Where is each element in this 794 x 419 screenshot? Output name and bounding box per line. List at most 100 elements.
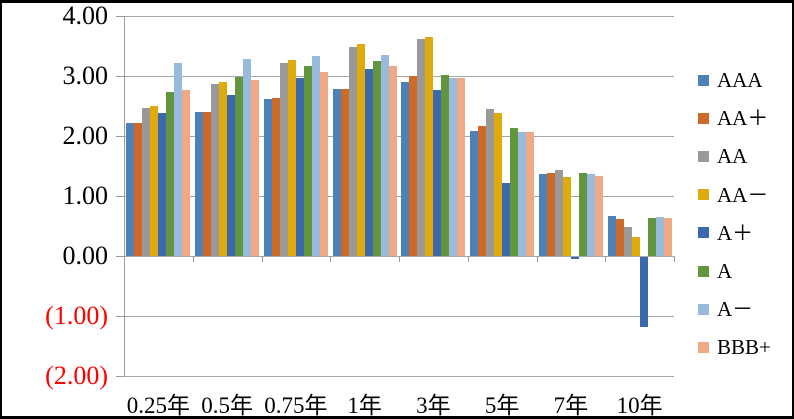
x-axis-category-label: 1年 <box>347 393 382 418</box>
bar <box>380 55 389 256</box>
bar <box>142 107 151 256</box>
legend-swatch <box>698 150 709 162</box>
gridline <box>121 76 674 77</box>
x-axis-category-label: 0.25年 <box>126 393 190 418</box>
bar <box>425 37 434 256</box>
legend-swatch <box>698 189 709 201</box>
bar <box>639 257 648 327</box>
bar <box>174 63 183 256</box>
bar <box>607 215 616 256</box>
legend: AAA AA＋ AA AA－ A＋ A A－ BBB+ <box>698 61 771 367</box>
legend-item: BBB+ <box>698 328 771 366</box>
bar <box>441 75 450 256</box>
x-axis-category-label: 7年 <box>553 393 589 418</box>
y-axis-tick <box>116 76 124 77</box>
bar <box>502 183 511 256</box>
legend-item: A－ <box>698 290 771 328</box>
bar <box>433 90 442 256</box>
y-axis-tick-label: (2.00) <box>45 361 108 390</box>
legend-label: AA－ <box>717 182 769 207</box>
x-axis-tick <box>124 256 125 262</box>
y-axis-tick <box>116 316 124 317</box>
x-axis-tick <box>261 256 263 262</box>
bar <box>554 169 563 256</box>
bar <box>243 59 252 256</box>
bar <box>182 90 191 256</box>
bar <box>417 39 426 256</box>
bar <box>578 172 587 256</box>
x-axis-category-label: 3年 <box>416 393 451 418</box>
bar <box>518 131 527 256</box>
x-axis-category-label: 10年 <box>616 393 663 418</box>
bar <box>586 174 595 256</box>
bar <box>287 59 296 256</box>
legend-label: A <box>717 259 733 284</box>
x-axis-tick <box>605 256 607 262</box>
bar <box>126 123 135 256</box>
y-axis-tick <box>116 16 124 17</box>
bar <box>271 97 280 256</box>
legend-item: A <box>698 252 771 290</box>
x-axis-tick <box>192 256 194 262</box>
legend-label: BBB+ <box>717 335 771 360</box>
legend-swatch <box>698 303 709 315</box>
legend-swatch <box>698 341 709 353</box>
bar <box>647 218 656 256</box>
y-axis-tick <box>116 136 124 137</box>
bar <box>319 71 328 256</box>
bar <box>134 123 143 256</box>
gridline <box>121 256 674 257</box>
bar <box>470 131 479 256</box>
x-axis-tick <box>467 256 469 262</box>
bar <box>251 80 260 256</box>
gridline <box>121 376 674 377</box>
bar <box>401 82 410 256</box>
y-axis-tick <box>116 376 124 377</box>
legend-swatch <box>698 227 709 239</box>
bar <box>655 217 664 256</box>
legend-label: AAA <box>717 68 763 93</box>
y-axis-tick-label: 2.00 <box>62 121 109 150</box>
y-axis-line <box>124 16 125 376</box>
legend-item: AAA <box>698 61 771 99</box>
bar <box>332 89 341 256</box>
bar <box>158 112 167 256</box>
bar <box>340 88 349 256</box>
bar <box>623 227 632 256</box>
bar <box>663 217 672 256</box>
bar <box>546 172 555 256</box>
bar <box>449 78 458 256</box>
legend-label: A＋ <box>717 220 754 245</box>
bar <box>526 131 535 256</box>
gridline <box>121 196 674 197</box>
bar <box>478 126 487 256</box>
legend-label: AA <box>717 144 748 169</box>
bar <box>457 77 466 256</box>
bar <box>303 66 312 256</box>
bar <box>364 68 373 256</box>
bar <box>227 95 236 256</box>
x-axis-category-label: 0.5年 <box>201 393 253 418</box>
legend-label: A－ <box>717 297 754 322</box>
bar <box>570 257 579 259</box>
legend-item: AA <box>698 137 771 175</box>
bar <box>150 106 159 256</box>
y-axis-tick <box>116 256 124 257</box>
gridline <box>121 16 674 17</box>
x-axis-tick <box>536 256 538 262</box>
bar <box>166 92 175 256</box>
bar <box>562 176 571 256</box>
bar <box>510 128 519 256</box>
bar <box>263 99 272 256</box>
bar <box>195 112 204 256</box>
y-axis-tick-label: 1.00 <box>62 181 109 210</box>
gridline <box>121 136 674 137</box>
bar <box>348 47 357 256</box>
legend-swatch <box>698 265 709 277</box>
y-axis-tick-label: 4.00 <box>62 1 109 30</box>
bar <box>372 61 381 256</box>
bar <box>594 175 603 256</box>
bar <box>211 83 220 256</box>
bar <box>311 56 320 256</box>
